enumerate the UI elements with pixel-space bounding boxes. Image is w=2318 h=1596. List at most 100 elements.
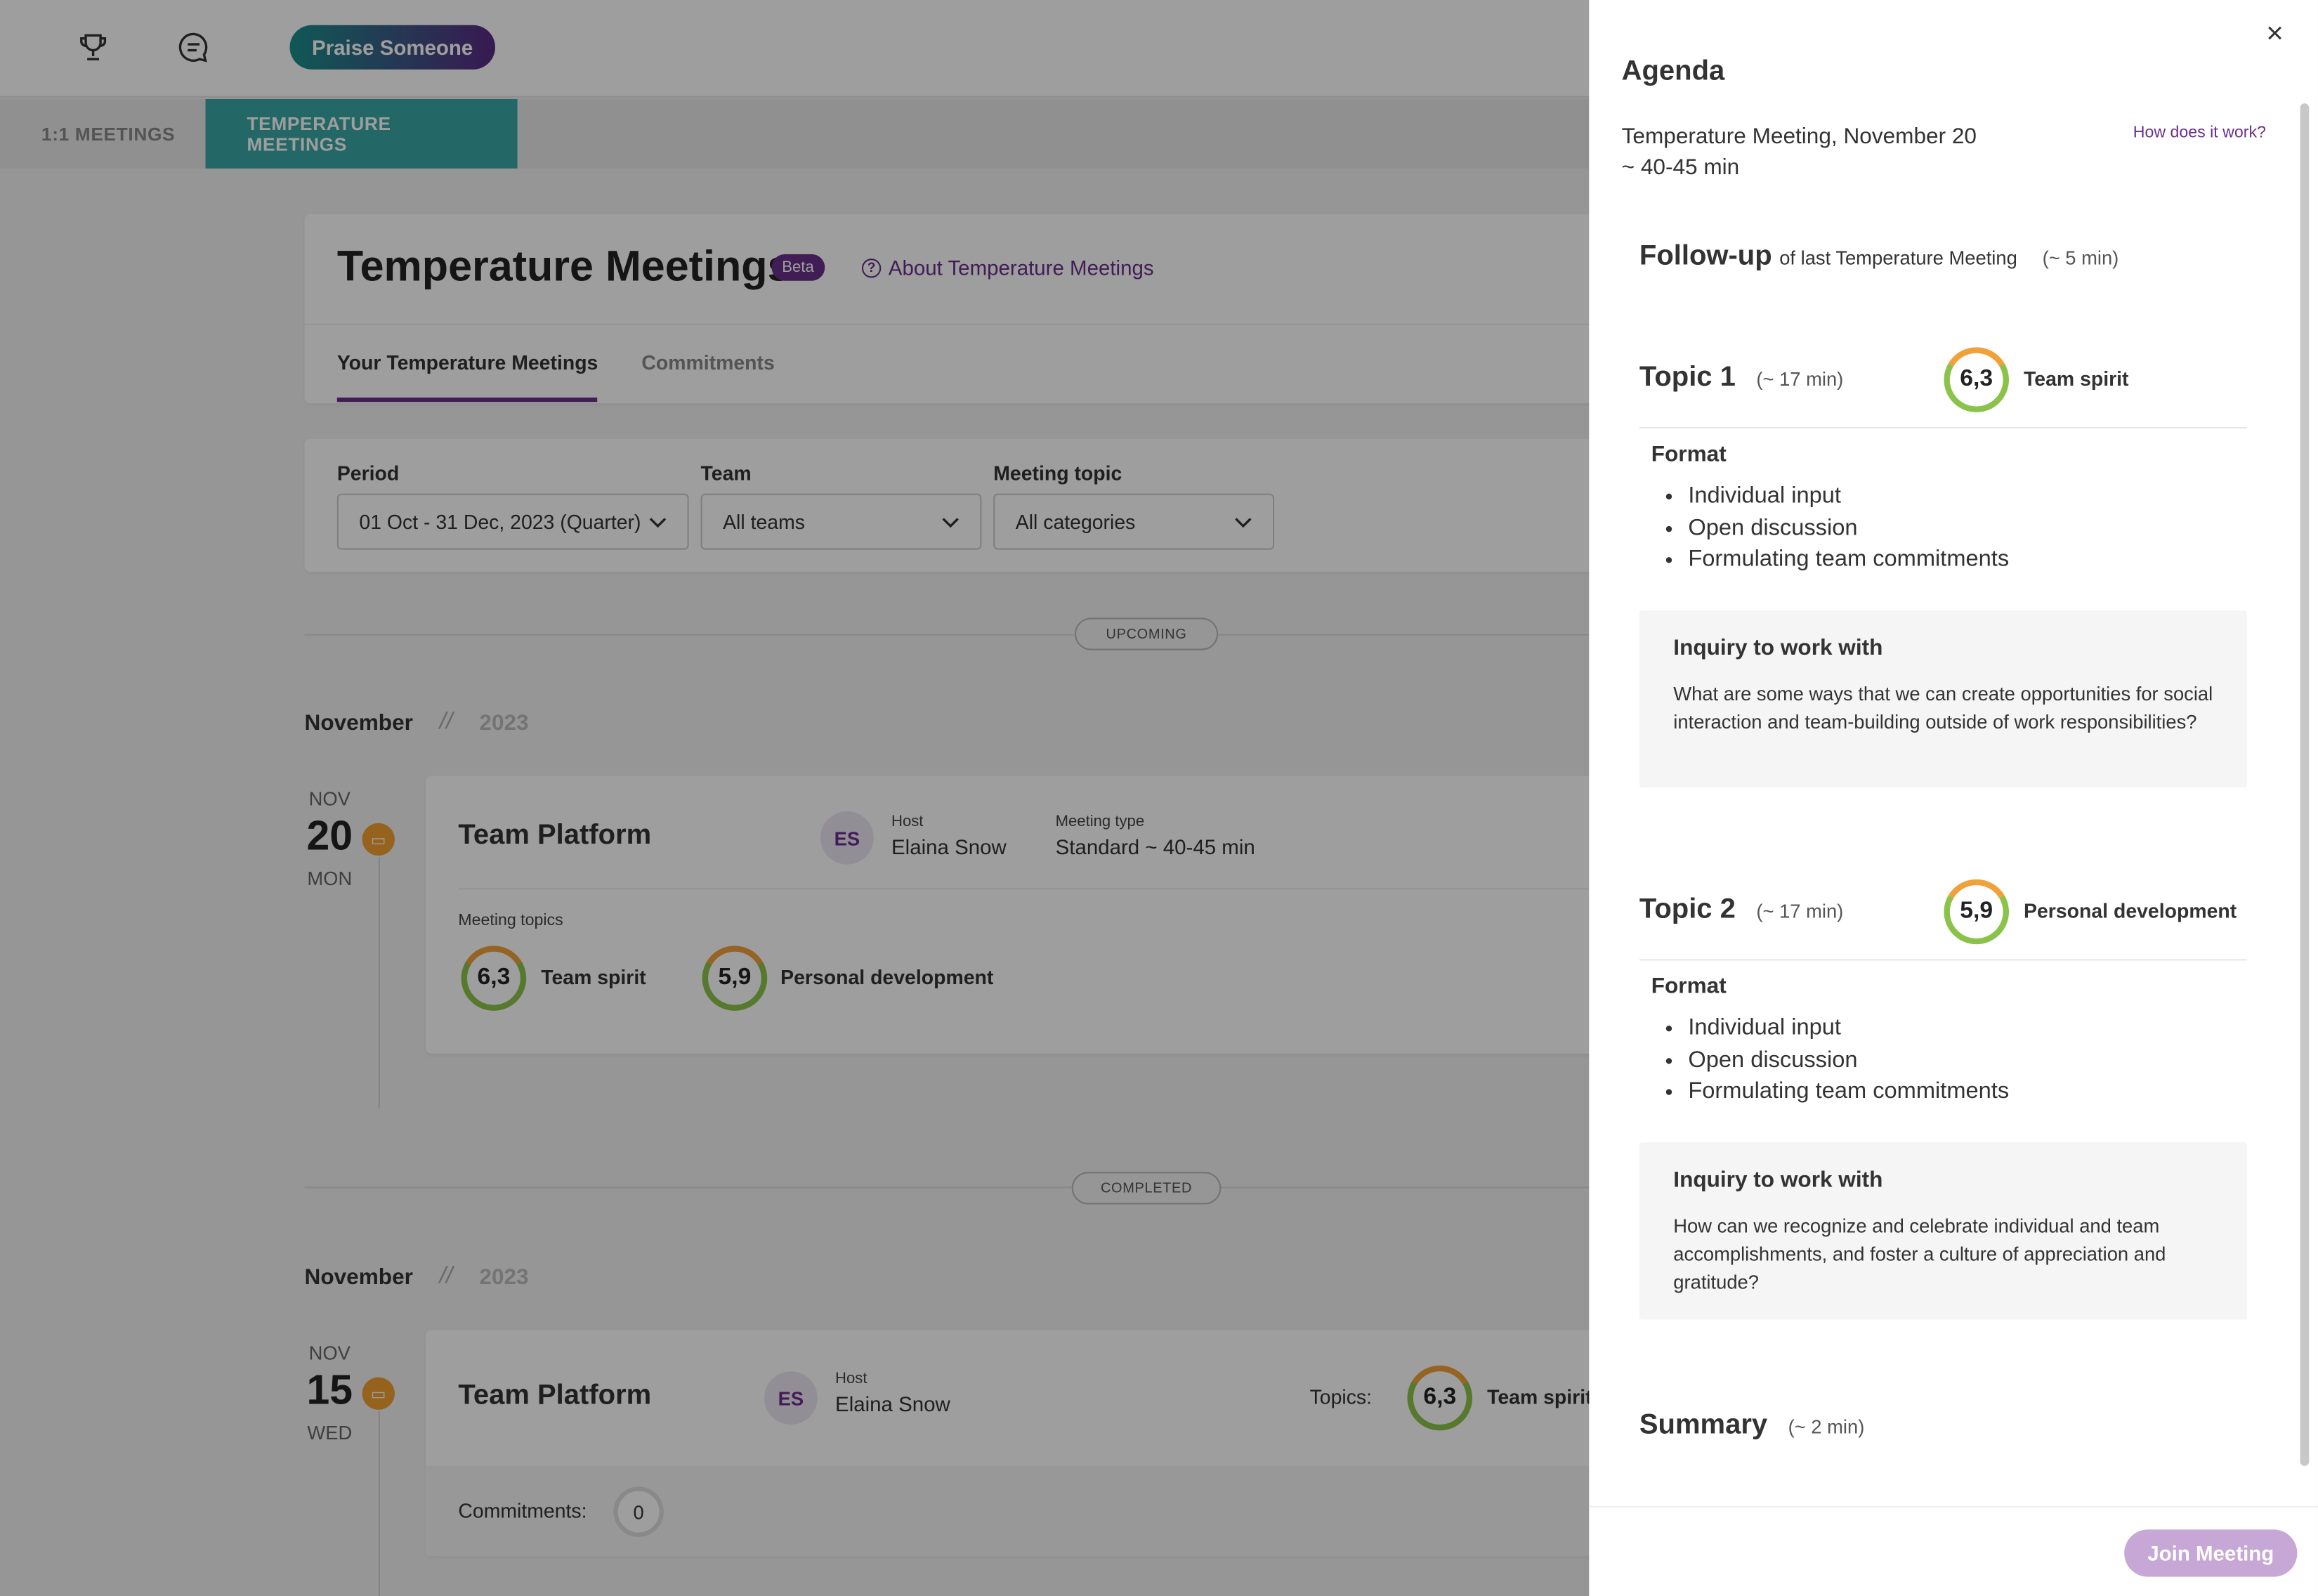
score-ring: 5,9	[1944, 879, 2010, 945]
host-name: Elaina Snow	[835, 1392, 950, 1416]
list-item: Open discussion	[1688, 1044, 2009, 1075]
date-month: NOV	[308, 787, 351, 810]
month-header: November // 2023	[305, 709, 529, 736]
modal-overlay[interactable]	[0, 0, 1590, 1596]
page-title: Temperature Meetings	[336, 244, 792, 292]
topics-label: Topics:	[1309, 1386, 1373, 1408]
year-label: 2023	[479, 1264, 529, 1290]
timeline-line	[378, 857, 380, 1108]
month-header: November // 2023	[305, 1264, 529, 1290]
header-card: Temperature Meetings Beta ? About Temper…	[304, 214, 1783, 404]
meeting-topic-label: Meeting topic	[993, 462, 1122, 485]
score-ring: 5,9	[702, 946, 768, 1011]
about-link[interactable]: ? About Temperature Meetings	[861, 255, 1154, 280]
month-label: November	[304, 1264, 413, 1290]
host-label: Host	[835, 1370, 867, 1388]
date-month: NOV	[308, 1342, 351, 1364]
trophy-icon[interactable]	[74, 28, 112, 67]
followup-subtitle: of last Temperature Meeting	[1779, 247, 2017, 269]
avatar: ES	[764, 1371, 818, 1425]
topic-title: Topic 2	[1639, 894, 1736, 925]
agenda-panel: Agenda × Temperature Meeting, November 2…	[1589, 0, 2318, 1596]
year-label: 2023	[479, 709, 529, 735]
format-list: Individual input Open discussion Formula…	[1651, 1012, 2009, 1108]
host-name: Elaina Snow	[891, 835, 1007, 859]
meeting-duration: ~ 40-45 min	[1621, 155, 1740, 181]
team-select[interactable]: All teams	[700, 493, 982, 550]
score-ring: 6,3	[461, 946, 527, 1011]
host-label: Host	[891, 813, 924, 831]
team-value: All teams	[723, 510, 805, 533]
tab-1-1-meetings[interactable]: 1:1 MEETINGS	[41, 123, 176, 145]
about-link-label: About Temperature Meetings	[888, 255, 1154, 280]
upcoming-divider	[304, 634, 1590, 636]
completed-pill: COMPLETED	[1071, 1172, 1222, 1205]
team-label: Team	[700, 462, 752, 485]
inquiry-title: Inquiry to work with	[1673, 635, 1883, 661]
meeting-type-label: Meeting type	[1055, 813, 1145, 831]
meeting-topic-select[interactable]: All categories	[993, 493, 1275, 550]
summary-row: Summary (~ 2 min)	[1639, 1410, 1864, 1442]
scrollbar[interactable]	[2300, 103, 2310, 1466]
chat-icon[interactable]	[174, 28, 213, 67]
join-meeting-button[interactable]: Join Meeting	[2124, 1529, 2298, 1577]
date-day: 20	[306, 813, 353, 859]
meeting-topic-value: All categories	[1015, 510, 1136, 533]
tab-temperature-meetings[interactable]: TEMPERATURE MEETINGS	[205, 98, 518, 169]
score-ring: 6,3	[1944, 347, 2010, 412]
date-day: 15	[306, 1366, 353, 1413]
commitments-label: Commitments:	[458, 1500, 587, 1522]
chat-bubble-icon: ▭	[362, 1377, 395, 1410]
list-item: Formulating team commitments	[1688, 1075, 2009, 1107]
meeting-team-name: Team Platform	[458, 1380, 652, 1412]
inquiry-text: What are some ways that we can create op…	[1673, 682, 2213, 733]
followup-row: Follow-up of last Temperature Meeting (~…	[1639, 241, 2119, 273]
tab-commitments[interactable]: Commitments	[641, 351, 775, 374]
list-item: Individual input	[1688, 1012, 2009, 1044]
inquiry-text: How can we recognize and celebrate indiv…	[1673, 1215, 2166, 1293]
score-ring: 6,3	[1407, 1365, 1473, 1431]
meeting-team-name: Team Platform	[458, 820, 652, 851]
completed-divider	[304, 1186, 1590, 1189]
date-weekday: WED	[307, 1421, 353, 1444]
topic-time: (~ 17 min)	[1756, 367, 1844, 391]
period-label: Period	[336, 462, 400, 485]
close-icon[interactable]: ×	[2266, 18, 2284, 51]
topic-name: Team spirit	[1487, 1386, 1592, 1408]
how-it-works-link[interactable]: How does it work?	[2133, 124, 2266, 142]
format-list: Individual input Open discussion Formula…	[1651, 480, 2009, 576]
period-value: 01 Oct - 31 Dec, 2023 (Quarter)	[359, 510, 641, 533]
meeting-line: Temperature Meeting, November 20	[1621, 124, 1977, 150]
meeting-card-upcoming[interactable]: Team Platform ES Host Elaina Snow Meetin…	[426, 776, 1757, 1054]
format-label: Format	[1651, 442, 1727, 467]
avatar: ES	[820, 811, 874, 865]
score-value: 6,3	[1413, 1371, 1467, 1425]
list-item: Individual input	[1688, 480, 2009, 512]
upcoming-pill: UPCOMING	[1074, 617, 1219, 650]
period-select[interactable]: 01 Oct - 31 Dec, 2023 (Quarter)	[336, 493, 689, 550]
divider	[1639, 959, 2247, 961]
praise-someone-button[interactable]: Praise Someone	[289, 25, 495, 70]
tab-your-temperature-meetings[interactable]: Your Temperature Meetings	[336, 351, 598, 374]
topic-header: Topic 1 (~ 17 min)	[1639, 362, 1843, 394]
summary-title: Summary	[1639, 1409, 1768, 1441]
list-item: Open discussion	[1688, 512, 2009, 544]
meeting-card-completed[interactable]: Team Platform ES Host Elaina Snow Topics…	[426, 1330, 1757, 1557]
inquiry-box: Inquiry to work with What are some ways …	[1639, 610, 2247, 788]
topic-name: Team spirit	[541, 966, 646, 989]
chevron-down-icon	[649, 511, 667, 533]
timeline-line	[378, 1411, 380, 1596]
month-label: November	[304, 709, 413, 735]
followup-title: Follow-up	[1639, 240, 1772, 273]
topic-name: Personal development	[780, 966, 994, 989]
topic-title: Topic 1	[1639, 362, 1736, 393]
meeting-topics-label: Meeting topics	[458, 911, 563, 930]
separator: //	[439, 709, 453, 735]
topic-time: (~ 17 min)	[1756, 900, 1844, 922]
chevron-down-icon	[942, 511, 960, 533]
inquiry-title: Inquiry to work with	[1673, 1167, 1883, 1193]
score-value: 5,9	[708, 951, 761, 1005]
help-icon: ?	[861, 258, 882, 277]
score-value: 6,3	[1949, 353, 2003, 407]
inquiry-box: Inquiry to work with How can we recogniz…	[1639, 1142, 2247, 1320]
